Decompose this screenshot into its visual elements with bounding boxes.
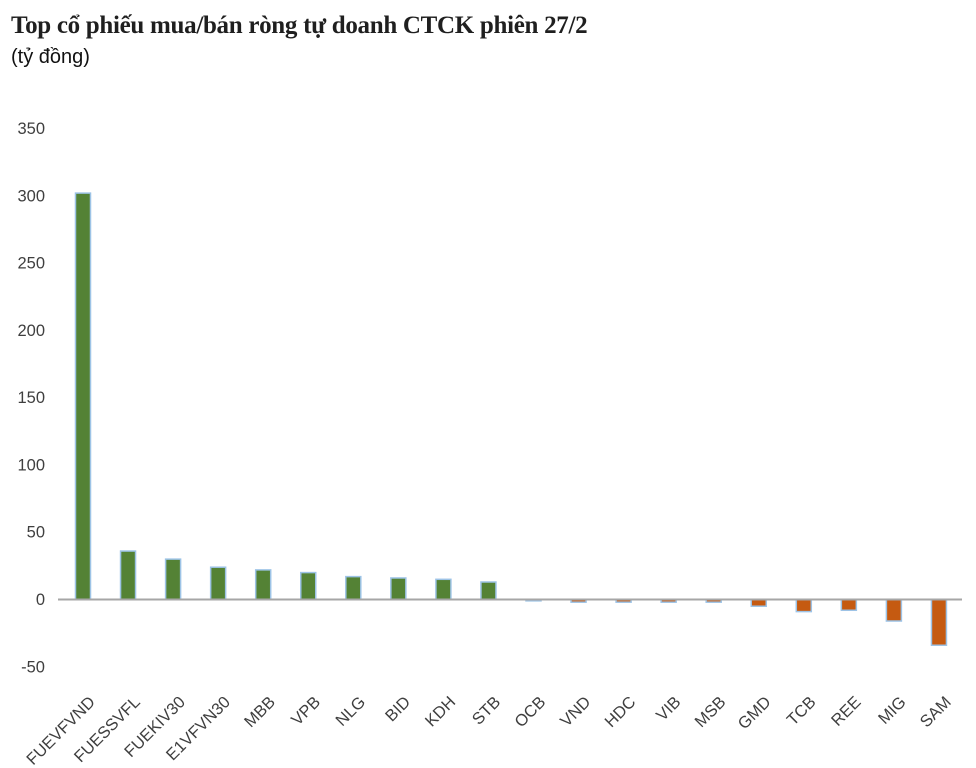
bar-BID xyxy=(390,577,407,601)
x-axis-category-label-REE: REE xyxy=(828,693,865,730)
bar-SAM xyxy=(930,598,948,647)
x-axis-category-label-VND: VND xyxy=(557,693,594,730)
y-axis-tick-label-50: 50 xyxy=(27,524,45,542)
x-axis-category-label-OCB: OCB xyxy=(511,693,549,731)
x-axis-category-label-BID: BID xyxy=(382,693,414,725)
y-axis-tick-label--50: -50 xyxy=(21,658,45,676)
bar-FUESSVFL xyxy=(119,550,137,601)
x-axis-category-label-MBB: MBB xyxy=(241,693,279,731)
bar-STB xyxy=(480,581,497,601)
y-axis-tick-label-100: 100 xyxy=(17,456,45,474)
y-axis-tick-label-250: 250 xyxy=(17,255,45,273)
bar-FUEKIV30 xyxy=(164,558,182,601)
bar-MIG xyxy=(885,598,903,622)
x-axis-category-label-MSB: MSB xyxy=(692,693,730,731)
bar-REE xyxy=(840,598,858,612)
y-axis-tick-label-150: 150 xyxy=(17,389,45,407)
bar-MBB xyxy=(254,569,272,601)
x-axis-category-label-NLG: NLG xyxy=(332,693,369,730)
bar-TCB xyxy=(795,598,813,613)
x-axis-category-label-KDH: KDH xyxy=(422,693,459,730)
y-axis-tick-label-0: 0 xyxy=(36,591,45,609)
bar-FUEVFVND xyxy=(74,192,92,601)
bar-E1VFVN30 xyxy=(209,566,227,601)
y-axis-tick-label-200: 200 xyxy=(17,322,45,340)
x-axis-category-label-STB: STB xyxy=(469,693,504,728)
x-axis-category-label-VIB: VIB xyxy=(653,693,685,725)
y-axis-tick-label-300: 300 xyxy=(17,187,45,205)
x-axis-category-label-VPB: VPB xyxy=(288,693,324,729)
x-axis-category-label-MIG: MIG xyxy=(875,693,910,728)
chart-unit-label: (tỷ đồng) xyxy=(11,46,90,68)
x-axis-category-label-TCB: TCB xyxy=(784,693,820,729)
bar-KDH xyxy=(435,578,452,601)
bar-GMD xyxy=(750,598,767,607)
y-axis-tick-label-350: 350 xyxy=(17,120,45,138)
x-axis-category-label-HDC: HDC xyxy=(601,693,639,731)
bar-VPB xyxy=(300,571,317,601)
chart-title: Top cổ phiếu mua/bán ròng tự doanh CTCK … xyxy=(11,12,588,39)
bar-NLG xyxy=(345,575,362,601)
x-axis-category-label-GMD: GMD xyxy=(735,693,775,733)
x-axis-category-label-SAM: SAM xyxy=(917,693,955,731)
